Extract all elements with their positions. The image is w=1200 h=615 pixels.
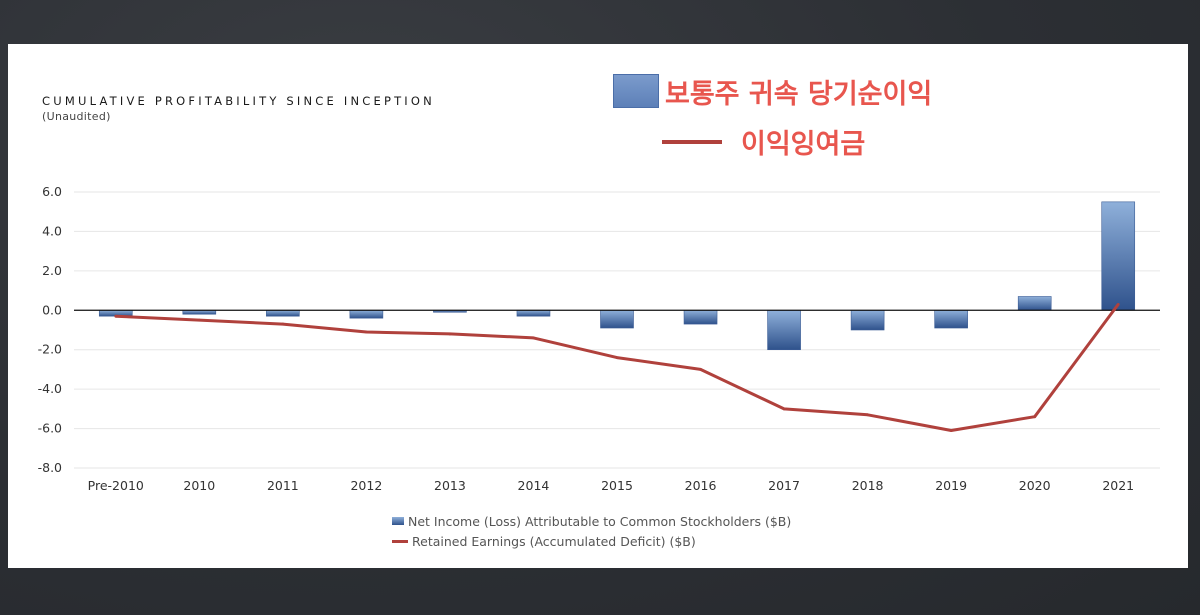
korean-legend-line-swatch <box>662 140 722 144</box>
chart-subtitle: (Unaudited) <box>42 110 111 123</box>
x-tick-label: 2010 <box>183 478 215 493</box>
korean-legend-bar-label: 보통주 귀속 당기순이익 <box>665 79 933 110</box>
legend-bar-swatch <box>392 517 404 525</box>
bar-2015 <box>600 309 634 329</box>
bar-2021 <box>1101 201 1136 311</box>
y-tick-label: -8.0 <box>38 460 62 475</box>
legend-label-net-income: Net Income (Loss) Attributable to Common… <box>408 514 792 529</box>
line-point-2012 <box>364 330 368 334</box>
legend-line-swatch <box>392 540 408 543</box>
y-tick-label: 4.0 <box>42 223 62 238</box>
line-point-2015 <box>615 356 619 359</box>
x-tick-label: 2011 <box>267 478 299 493</box>
x-tick-label: 2021 <box>1102 478 1134 493</box>
x-tick-label: 2016 <box>685 478 717 493</box>
line-point-2020 <box>1033 415 1037 419</box>
y-tick-label: -2.0 <box>38 342 62 357</box>
x-tick-label: 2015 <box>601 478 633 493</box>
x-tick-label: 2014 <box>518 478 550 493</box>
line-point-2014 <box>532 336 535 340</box>
y-axis-ticks: 6.0 4.0 2.0 0.0 -2.0 -4.0 -6.0 -8.0 <box>38 184 62 475</box>
y-tick-label: 2.0 <box>42 263 62 278</box>
line-point-2018 <box>866 413 870 417</box>
x-tick-label: 2012 <box>350 478 382 493</box>
line-point-pre-2010 <box>114 314 118 318</box>
bar-2018 <box>850 309 885 331</box>
y-tick-label: 6.0 <box>42 184 62 199</box>
y-tick-label: -6.0 <box>38 421 62 436</box>
x-tick-label: 2020 <box>1019 478 1051 493</box>
bar-series <box>98 201 1136 351</box>
bar-2012 <box>349 309 384 319</box>
line-point-2021 <box>1116 302 1120 306</box>
chart-plot: 6.0 4.0 2.0 0.0 -2.0 -4.0 -6.0 -8.0 Pre-2010 201… <box>38 184 1160 493</box>
legend-label-retained-earnings: Retained Earnings (Accumulated Deficit) … <box>412 534 696 549</box>
x-tick-label: 2018 <box>852 478 884 493</box>
line-point-2013 <box>448 332 452 336</box>
x-tick-label: 2013 <box>434 478 466 493</box>
korean-legend-bar-swatch <box>613 74 659 108</box>
bar-2016 <box>683 309 718 325</box>
legend-item-retained-earnings: Retained Earnings (Accumulated Deficit) … <box>392 534 696 549</box>
x-axis-ticks: Pre-2010 2010 2011 2012 2013 2014 2015 2016 2017… <box>88 478 1134 493</box>
line-point-2016 <box>699 368 702 371</box>
korean-legend-line-label: 이익잉여금 <box>741 129 866 160</box>
chart-title: CUMULATIVE PROFITABILITY SINCE INCEPTION <box>42 94 435 108</box>
line-point-2019 <box>949 429 953 432</box>
chart-slide: CUMULATIVE PROFITABILITY SINCE INCEPTION… <box>8 44 1188 568</box>
bar-2020 <box>1017 296 1052 311</box>
x-tick-label: 2017 <box>768 478 800 493</box>
y-tick-label: 0.0 <box>42 302 62 317</box>
line-point-2010 <box>197 318 201 322</box>
bar-2019 <box>934 309 968 329</box>
line-point-2017 <box>782 407 786 411</box>
x-tick-label: Pre-2010 <box>88 478 144 493</box>
gridlines <box>74 191 1160 469</box>
bar-2011 <box>266 309 300 317</box>
bar-2014 <box>516 309 551 317</box>
x-tick-label: 2019 <box>935 478 967 493</box>
line-point-2011 <box>281 322 285 326</box>
bar-2017 <box>767 309 801 351</box>
line-series <box>114 302 1120 432</box>
y-tick-label: -4.0 <box>38 381 62 396</box>
legend-item-net-income: Net Income (Loss) Attributable to Common… <box>392 514 791 529</box>
